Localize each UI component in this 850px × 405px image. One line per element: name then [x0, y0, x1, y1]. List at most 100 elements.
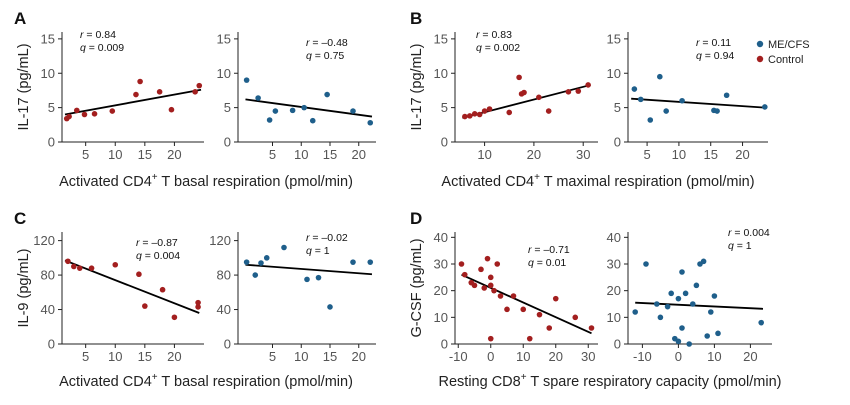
x-tick-label: 0	[487, 349, 494, 364]
x-tick-label: 10	[294, 147, 308, 162]
x-tick-label: 15	[323, 349, 337, 364]
data-point	[545, 108, 552, 114]
data-point	[112, 261, 119, 268]
data-point	[71, 263, 77, 270]
data-point	[73, 107, 80, 114]
stat-label: q = 0.01	[528, 257, 566, 269]
data-point	[252, 272, 259, 278]
panel-A-control: 5 10 15 20 0 5 10 15 r = 0.84q = 0.009 A IL-17 (pg…	[14, 9, 204, 162]
data-point	[195, 299, 201, 306]
stat-label: r = 0.84	[80, 29, 116, 41]
x-tick-label: 5	[82, 147, 89, 162]
y-tick-label: 0	[614, 135, 621, 150]
x-tick-label: 5	[269, 349, 276, 364]
data-point	[497, 293, 504, 299]
data-point	[486, 106, 493, 112]
x-tick-label: 10	[294, 349, 308, 364]
regression-line	[64, 88, 202, 116]
x-tick-label: 30	[581, 349, 595, 364]
data-point	[478, 266, 484, 273]
x-tick-label: 15	[138, 349, 152, 364]
y-tick-label: 0	[224, 135, 231, 150]
panel-C-mecfs: 5 10 15 20 0 40 80 120 r = –0.02q = 1	[209, 232, 376, 364]
data-point	[243, 259, 250, 265]
x-tick-label: 10	[707, 349, 721, 364]
data-point	[654, 301, 660, 307]
y-tick-label: 10	[434, 310, 448, 325]
xlabel-D: Resting CD8+ T spare respiratory capacit…	[439, 372, 782, 390]
data-point	[552, 295, 559, 302]
y-tick-label: 10	[434, 66, 448, 81]
y-tick-label: 0	[441, 337, 448, 352]
data-point	[136, 271, 142, 278]
y-tick-label: 40	[434, 230, 448, 245]
y-tick-label: 80	[217, 268, 231, 283]
x-tick-label: 20	[527, 147, 541, 162]
x-tick-label: 10	[108, 349, 122, 364]
data-point	[520, 306, 527, 313]
y-tick-label: 120	[33, 233, 55, 248]
data-point	[289, 107, 296, 114]
x-tick-label: 20	[352, 147, 366, 162]
x-tick-label: 5	[82, 349, 89, 364]
data-point	[693, 282, 700, 289]
x-tick-label: 20	[352, 349, 366, 364]
data-point	[76, 265, 83, 271]
data-point	[255, 95, 261, 101]
data-point	[196, 82, 203, 89]
xlabel-B: Activated CD4+ T maximal respiration (pm…	[441, 172, 754, 190]
stat-label: q = 0.75	[306, 50, 344, 62]
y-tick-label: 10	[217, 66, 231, 81]
data-point	[462, 113, 468, 120]
data-point	[66, 113, 72, 120]
legend: ME/CFS Control	[756, 39, 810, 66]
data-point	[309, 117, 316, 124]
x-tick-label: 20	[549, 349, 563, 364]
data-point	[81, 111, 88, 118]
data-point	[258, 260, 264, 266]
panel-B-control: 10 20 30 0 5 10 15 r = 0.83q = 0.002 B IL-17 (pg/…	[409, 9, 598, 162]
data-point	[643, 261, 649, 267]
data-point	[133, 91, 139, 98]
y-tick-label: 15	[607, 31, 621, 46]
data-point	[476, 111, 483, 118]
y-tick-label: 30	[434, 257, 448, 272]
y-tick-label: 20	[434, 283, 448, 298]
regression-line	[64, 259, 200, 314]
legend-marker-control	[756, 55, 764, 63]
data-point	[168, 106, 175, 113]
x-tick-label: 10	[477, 147, 491, 162]
y-tick-label: 15	[217, 31, 231, 46]
y-tick-label: 5	[614, 100, 621, 115]
panel-letter: D	[410, 209, 422, 228]
legend-label-control: Control	[768, 54, 803, 66]
stat-label: q = 0.94	[696, 50, 734, 62]
x-tick-label: 20	[167, 349, 181, 364]
data-point	[466, 113, 473, 119]
data-point	[521, 89, 527, 96]
y-tick-label: 15	[434, 31, 448, 46]
data-point	[510, 293, 517, 299]
data-point	[350, 108, 356, 114]
xlabel-A: Activated CD4+ T basal respiration (pmol…	[59, 172, 353, 190]
y-tick-label: 20	[607, 283, 621, 298]
data-point	[171, 314, 178, 321]
data-point	[506, 109, 513, 116]
x-tick-label: -10	[633, 349, 652, 364]
y-tick-label: 30	[607, 257, 621, 272]
panel-C-control: 5 10 15 20 0 40 80 120 r = –0.87q = 0.004 C IL-9 (…	[14, 209, 204, 364]
stat-label: r = –0.71	[528, 244, 570, 256]
stat-label: r = 0.11	[696, 37, 731, 49]
y-tick-label: 0	[48, 337, 55, 352]
data-point	[195, 304, 201, 310]
y-tick-label: 5	[441, 100, 448, 115]
data-point	[565, 89, 572, 95]
x-tick-label: 0	[675, 349, 682, 364]
data-point	[504, 306, 510, 313]
data-point	[679, 325, 685, 331]
data-point	[301, 104, 307, 111]
stat-label: r = –0.87	[136, 237, 178, 249]
data-point	[711, 293, 718, 299]
